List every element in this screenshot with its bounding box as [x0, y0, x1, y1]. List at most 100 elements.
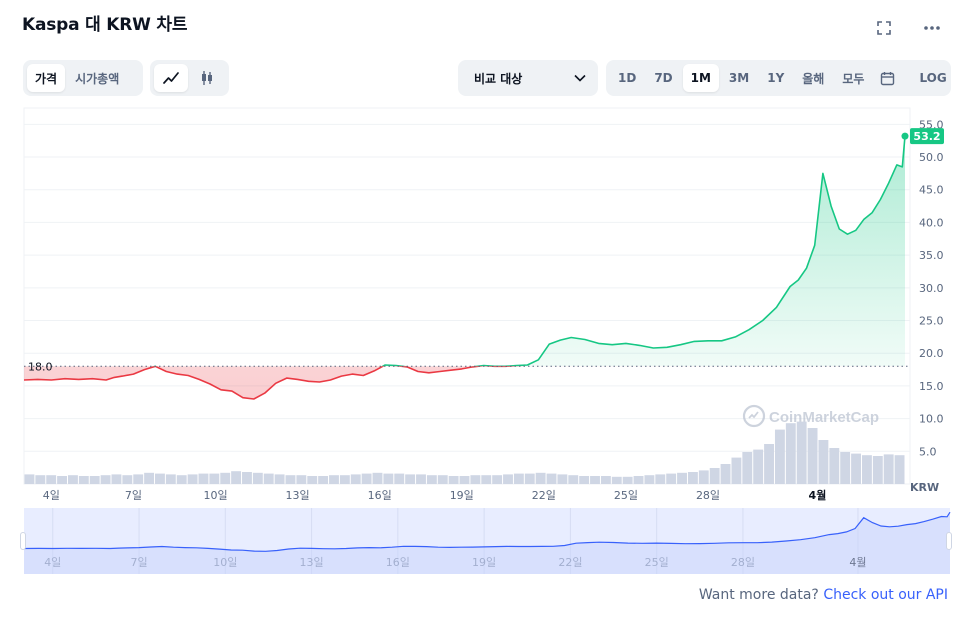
volume-bar — [274, 474, 285, 484]
volume-bar — [742, 452, 753, 484]
volume-bar — [437, 475, 448, 484]
volume-bar — [492, 475, 503, 484]
y-tick-label: 55.0 — [919, 118, 944, 131]
volume-bar — [687, 472, 698, 484]
range-3m[interactable]: 3M — [728, 71, 750, 85]
volume-bar — [144, 472, 155, 484]
volume-bar — [100, 475, 111, 484]
volume-bar — [796, 421, 807, 484]
tab-market-cap[interactable]: 시가총액 — [75, 71, 120, 86]
more-horizontal-icon[interactable] — [920, 16, 944, 40]
x-tick-label: 19일 — [450, 488, 474, 502]
plot-frame — [23, 107, 911, 485]
candlestick-icon[interactable] — [190, 64, 224, 92]
log-toggle[interactable]: LOG — [919, 71, 947, 85]
volume-bar — [24, 474, 35, 484]
volume-bar — [807, 428, 818, 484]
volume-bar — [785, 423, 796, 484]
chevron-down-icon — [574, 74, 586, 82]
volume-bar — [590, 476, 600, 484]
volume-bar — [568, 475, 579, 484]
volume-bar — [426, 475, 437, 484]
watermark-text: CoinMarketCap — [769, 409, 879, 426]
calendar-icon[interactable] — [874, 64, 901, 92]
compare-dropdown[interactable]: 비교 대상 — [458, 60, 598, 96]
range-1m[interactable]: 1M — [682, 64, 719, 92]
y-tick-label: 30.0 — [919, 282, 944, 295]
line-chart-icon[interactable] — [154, 64, 188, 92]
range-1d[interactable]: 1D — [618, 71, 637, 85]
volume-bar — [535, 472, 546, 484]
volume-bar — [883, 454, 894, 484]
volume-bar — [503, 474, 513, 484]
range-all[interactable]: 모두 — [842, 71, 865, 86]
last-price-dot — [901, 132, 909, 140]
api-link[interactable]: Check out our API — [823, 587, 948, 603]
volume-bar — [579, 476, 590, 484]
area-below-baseline — [24, 366, 905, 399]
volume-bar — [481, 475, 492, 484]
volume-bar — [133, 474, 144, 484]
watermark-logo: CoinMarketCap — [742, 404, 879, 428]
volume-bar — [872, 456, 883, 484]
price-line-down — [23, 366, 519, 400]
x-tick-label: 4월 — [809, 488, 827, 502]
x-axis: 4일 7일 10일 13일 16일 19일 22일 25일 28일 4월 — [43, 488, 827, 502]
volume-bar — [633, 476, 644, 484]
volume-bar — [361, 473, 372, 484]
x-tick-label: 25일 — [614, 488, 638, 502]
volume-bar — [459, 476, 470, 484]
volume-bar — [861, 455, 872, 484]
volume-bar — [546, 473, 557, 484]
volume-bar — [329, 475, 339, 484]
volume-bar — [524, 473, 535, 484]
expand-icon[interactable] — [872, 16, 896, 40]
volume-bar — [622, 476, 633, 484]
tab-price[interactable]: 가격 — [27, 64, 66, 92]
volume-bar — [764, 444, 774, 484]
volume-bar — [220, 472, 231, 484]
volume-bar — [851, 453, 861, 484]
navigator-series — [23, 511, 951, 574]
volume-bar — [242, 472, 252, 484]
area-above-baseline — [382, 136, 905, 367]
y-tick-label: 5.0 — [919, 445, 937, 458]
x-tick-label: 22일 — [532, 488, 556, 502]
price-chart[interactable]: CoinMarketCap 18.0 55.0 50.0 45.0 40.0 35.0 3… — [0, 0, 970, 580]
x-tick-label: 16일 — [368, 488, 392, 502]
y-tick-label: 15.0 — [919, 380, 944, 393]
y-tick-label: 50.0 — [919, 151, 944, 164]
chart-type-toggle — [150, 60, 229, 96]
api-promo: Want more data? Check out our API — [699, 587, 948, 603]
volume-bar — [187, 474, 198, 484]
navigator-left-handle[interactable] — [20, 532, 26, 550]
range-ytd[interactable]: 올해 — [802, 71, 825, 86]
navigator-right-handle[interactable] — [946, 532, 952, 550]
volume-bar — [840, 452, 851, 484]
volume-bar — [818, 440, 829, 484]
current-price-label: 53.2 — [913, 130, 940, 143]
volume-bar — [296, 475, 307, 484]
volume-bar — [677, 472, 687, 484]
volume-bar — [894, 455, 905, 484]
volume-bar — [122, 475, 133, 484]
metric-tabs: 가격 시가총액 — [23, 60, 143, 96]
volume-bar — [68, 475, 78, 484]
compare-label: 비교 대상 — [474, 71, 523, 86]
volume-bar — [513, 473, 524, 484]
volume-bar — [285, 475, 296, 484]
volume-bar — [155, 473, 165, 484]
range-7d[interactable]: 7D — [654, 71, 673, 85]
volume-bar — [339, 475, 350, 484]
volume-bar — [405, 474, 416, 484]
volume-bar — [198, 473, 209, 484]
volume-bar — [372, 472, 383, 484]
range-1y[interactable]: 1Y — [767, 71, 785, 85]
volume-bar — [774, 429, 785, 484]
volume-bar — [753, 449, 764, 484]
y-tick-label: 20.0 — [919, 347, 944, 360]
x-tick-label: 28일 — [696, 488, 720, 502]
volume-bar — [720, 464, 731, 484]
volume-bar — [263, 473, 274, 484]
range-selector: 1D 7D 1M 3M 1Y 올해 모두 LOG — [606, 60, 951, 96]
